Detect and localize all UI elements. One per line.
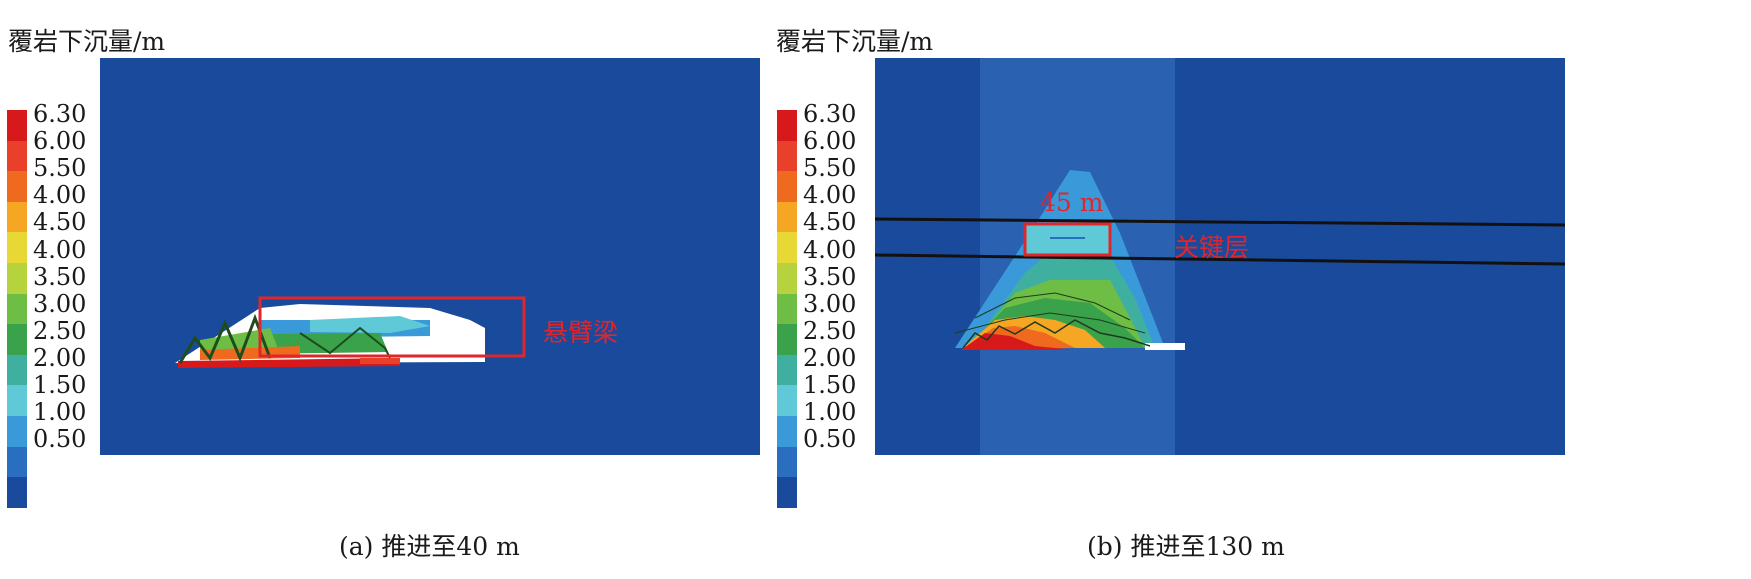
color-scale-label: 2.50	[33, 316, 87, 345]
color-scale-segment	[7, 416, 27, 447]
color-scale-segment	[777, 110, 797, 141]
color-scale-label: 2.50	[803, 316, 857, 345]
color-scale-label: 4.50	[33, 208, 87, 237]
panel-a: 覆岩下沉量/m 6.30 6.00 5.50 4.00 4.50 4.00 3.50 3.00…	[0, 0, 870, 579]
key-stratum-label: 关键层	[1174, 233, 1250, 262]
color-scale-label: 3.00	[803, 289, 857, 318]
color-scale-label: 0.50	[803, 425, 857, 454]
subsidence-contour-plot-a	[100, 58, 760, 455]
color-scale-label: 6.00	[803, 127, 857, 156]
color-scale-segment	[7, 140, 27, 172]
unit-title: 覆岩下沉量/m	[776, 27, 934, 56]
color-scale-segment	[777, 385, 797, 417]
color-scale-segment	[7, 263, 27, 294]
color-scale-segment	[7, 385, 27, 417]
subsidence-zone	[954, 170, 1185, 350]
caption: (b) 推进至130 m	[1087, 532, 1285, 561]
color-scale-segment	[777, 446, 797, 478]
color-scale-label: 6.30	[803, 100, 857, 128]
color-scale-segment	[7, 446, 27, 478]
color-scale-label: 2.00	[33, 343, 87, 372]
color-scale-segment	[777, 140, 797, 172]
color-scale-segment	[777, 416, 797, 447]
color-scale-label: 0.50	[33, 425, 87, 454]
color-scale-label: 4.00	[33, 235, 87, 264]
span-label: 45 m	[1040, 188, 1104, 217]
subsidence-zone	[175, 304, 485, 368]
unit-title: 覆岩下沉量/m	[8, 27, 166, 56]
color-scale-segment	[7, 354, 27, 386]
caption: (a) 推进至40 m	[339, 532, 520, 561]
color-scale-label: 4.50	[803, 208, 857, 237]
color-scale-segment	[7, 293, 27, 325]
color-scale-segment	[777, 293, 797, 325]
color-scale-segment	[777, 324, 797, 355]
color-scale-label: 1.00	[33, 398, 87, 427]
color-scale-label: 1.50	[33, 371, 87, 399]
color-scale-bar	[777, 110, 797, 508]
color-scale-segment	[7, 232, 27, 264]
color-scale-segment	[7, 171, 27, 202]
color-scale-label: 1.00	[803, 398, 857, 427]
span-box	[1023, 222, 1112, 257]
color-scale-segment	[777, 201, 797, 233]
cantilever-box	[258, 296, 526, 358]
color-scale-label: 5.50	[33, 154, 87, 183]
color-scale-segment	[777, 171, 797, 202]
color-scale-segment	[7, 201, 27, 233]
color-scale-label: 5.50	[803, 154, 857, 183]
color-scale-label: 4.00	[803, 181, 857, 210]
color-scale-labels: 6.30 6.00 5.50 4.00 4.50 4.00 3.50 3.00 2.50 2.00…	[803, 102, 863, 512]
color-scale-label: 1.50	[803, 371, 857, 399]
color-scale-label: 6.00	[33, 127, 87, 156]
subsidence-contour-plot-b	[875, 58, 1565, 455]
color-scale-label: 2.00	[803, 343, 857, 372]
color-scale-segment	[777, 477, 797, 508]
color-scale-label: 3.50	[803, 262, 857, 291]
cantilever-label: 悬臂梁	[543, 318, 619, 347]
color-scale-segment	[7, 110, 27, 141]
color-scale-segment	[777, 354, 797, 386]
color-scale-label: 4.00	[33, 181, 87, 210]
color-scale-segment	[7, 477, 27, 508]
color-scale-segment	[7, 324, 27, 355]
color-scale-segment	[777, 232, 797, 264]
key-stratum-bottom-line	[875, 253, 1565, 266]
key-stratum-top-line	[875, 217, 1565, 227]
color-scale-labels: 6.30 6.00 5.50 4.00 4.50 4.00 3.50 3.00 2.50 2.00…	[33, 102, 93, 512]
color-scale-label: 6.30	[33, 100, 87, 128]
color-scale-label: 3.00	[33, 289, 87, 318]
color-scale-label: 3.50	[33, 262, 87, 291]
color-scale-segment	[777, 263, 797, 294]
panel-b: 覆岩下沉量/m 6.30 6.00 5.50 4.00 4.50 4.00 3.50 3.00…	[776, 0, 1751, 579]
plot-background	[100, 58, 760, 455]
color-scale-bar	[7, 110, 27, 508]
color-scale-label: 4.00	[803, 235, 857, 264]
